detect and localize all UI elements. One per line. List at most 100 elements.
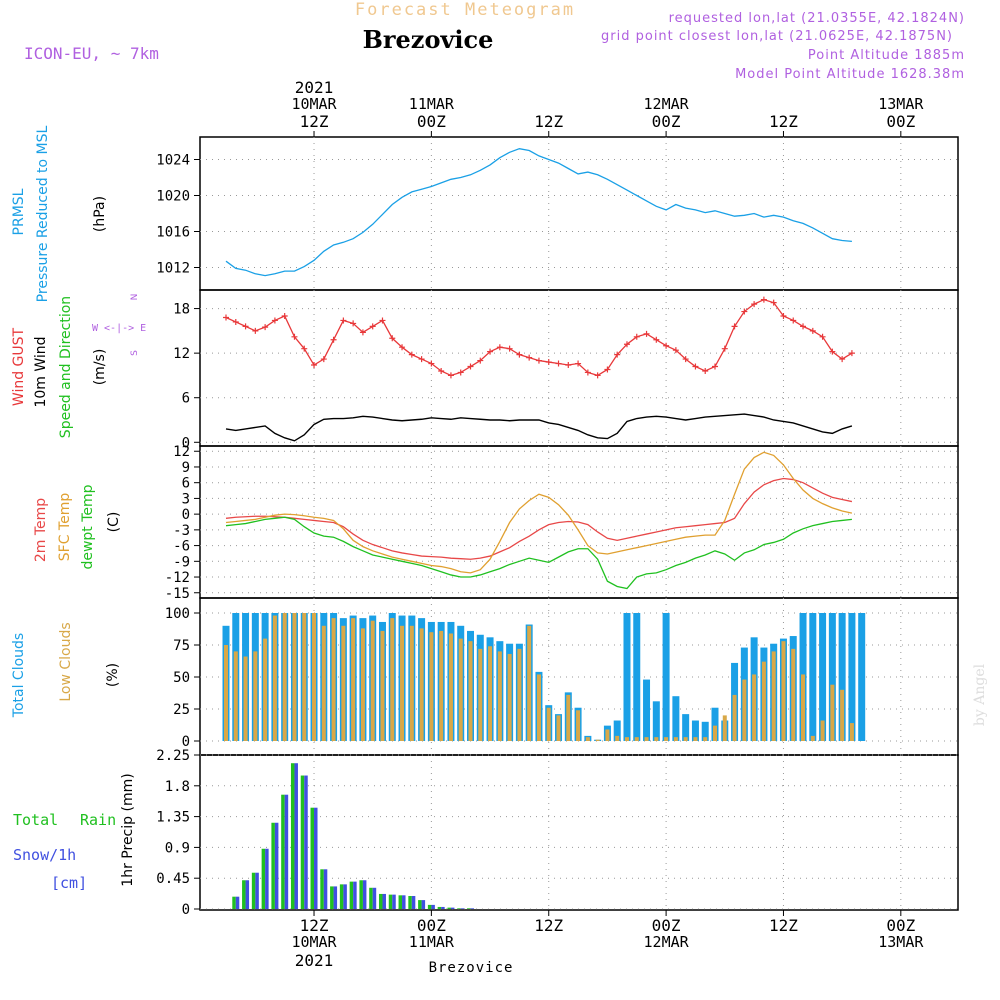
bar-low-clouds [742,679,747,741]
bar-low-clouds [654,737,659,741]
gust-marker [809,327,816,334]
bar-snow [265,848,269,909]
gust-marker [682,356,689,363]
gust-marker [604,366,611,373]
bar-snow [255,872,259,909]
bar-rain [281,794,285,909]
ytick-label-pressure: 1020 [156,189,190,205]
gust-marker [751,301,758,308]
xtick-bottom-date: 11MAR [409,933,455,951]
bar-low-clouds [370,620,375,741]
ytick-label-clouds: 50 [173,670,190,686]
ytick-label-precip: 1.8 [165,779,190,795]
dewpt-label: dewpt Temp [80,484,96,569]
compass-we: W <-|-> E [92,323,146,334]
gust-marker [281,313,288,319]
ytick-label-temperature: 6 [182,476,190,492]
gust-marker [242,323,249,330]
gust-marker [262,324,269,331]
requested-coords: requested lon,lat (21.0355E, 42.1824N) [669,11,965,26]
bar-rain [349,881,354,909]
gust-marker [399,344,406,351]
gust-marker [223,314,229,321]
gust-marker [839,356,846,363]
bar-rain [418,900,422,909]
gust-marker [477,357,484,364]
gust-marker [575,360,582,367]
bar-low-clouds [448,633,453,741]
gust-marker [848,350,855,357]
bar-low-clouds [312,613,317,741]
bar-rain [457,908,461,909]
bar-low-clouds [849,723,854,741]
bar-rain [467,908,471,909]
model-altitude: Model Point Altitude 1628.38m [735,67,965,82]
bar-total-clouds [662,613,670,741]
bar-low-clouds [830,684,835,741]
gust-marker [565,362,572,369]
gust-marker [428,360,435,367]
bar-rain [447,907,451,909]
bar-low-clouds [341,625,346,741]
bar-low-clouds [673,737,678,741]
gust-marker [311,362,318,369]
bar-snow [421,900,426,909]
model-label: ICON-EU, ~ 7km [24,44,159,63]
bar-snow [402,895,406,909]
ytick-label-pressure: 1024 [156,153,190,169]
bar-low-clouds [429,632,434,741]
gust-marker [252,327,259,334]
gust-marker [653,336,660,343]
bar-total-clouds [633,613,641,741]
ytick-label-clouds: 100 [165,606,190,622]
gust-label: Wind GUST [11,327,27,406]
bar-total-clouds [613,720,621,741]
bar-low-clouds [761,661,766,741]
xtick-top-year: 2021 [295,78,334,97]
gust-marker [369,323,376,330]
gust-marker [633,333,640,340]
bar-low-clouds [840,689,845,741]
bar-total-clouds [838,613,846,741]
ytick-label-temperature: 0 [182,507,190,523]
ytick-label-precip: 0 [182,902,190,918]
bar-low-clouds [360,628,365,741]
bar-snow [353,881,357,909]
series-gust [225,298,853,377]
precip-labels: Total Rain Snow/1h [cm] 1hr Precip (mm) [13,773,136,892]
gust-marker [457,369,464,376]
xtick-top-hour: 12Z [534,112,563,131]
gust-marker [741,308,748,315]
gust-marker [408,351,415,358]
cloud-labels: Total Clouds Low Clouds (%) [11,622,121,718]
bar-low-clouds [380,630,385,741]
bar-low-clouds [566,694,571,741]
bar-low-clouds [693,737,698,741]
ytick-label-pressure: 1016 [156,225,190,241]
ytick-label-precip: 2.25 [156,748,190,764]
gust-marker [594,372,601,379]
gust-marker [271,317,278,324]
compass-n: N [130,294,140,301]
xtick-top-date: 13MAR [878,95,924,113]
temperature-labels: 2m Temp SFC Temp dewpt Temp (C) [33,484,122,569]
xtick-top-date: 12MAR [644,95,690,113]
bar-total-clouds [652,701,660,741]
gust-marker [467,363,474,370]
bar-snow [235,896,240,909]
bar-total-clouds [672,696,680,741]
gust-marker [721,345,728,352]
gust-marker [301,345,308,352]
bar-snow [333,886,338,909]
precip-ylabel: 1hr Precip (mm) [120,773,136,886]
bar-low-clouds [488,646,493,741]
gust-marker [340,317,347,324]
bar-rain [242,880,246,909]
low-clouds-label: Low Clouds [58,622,74,701]
bar-rain [320,869,324,909]
bar-low-clouds [409,625,414,741]
temp-unit-label: (C) [106,512,122,533]
bar-snow [274,822,279,909]
bar-snow [372,887,377,909]
compass-s: S [130,350,140,356]
